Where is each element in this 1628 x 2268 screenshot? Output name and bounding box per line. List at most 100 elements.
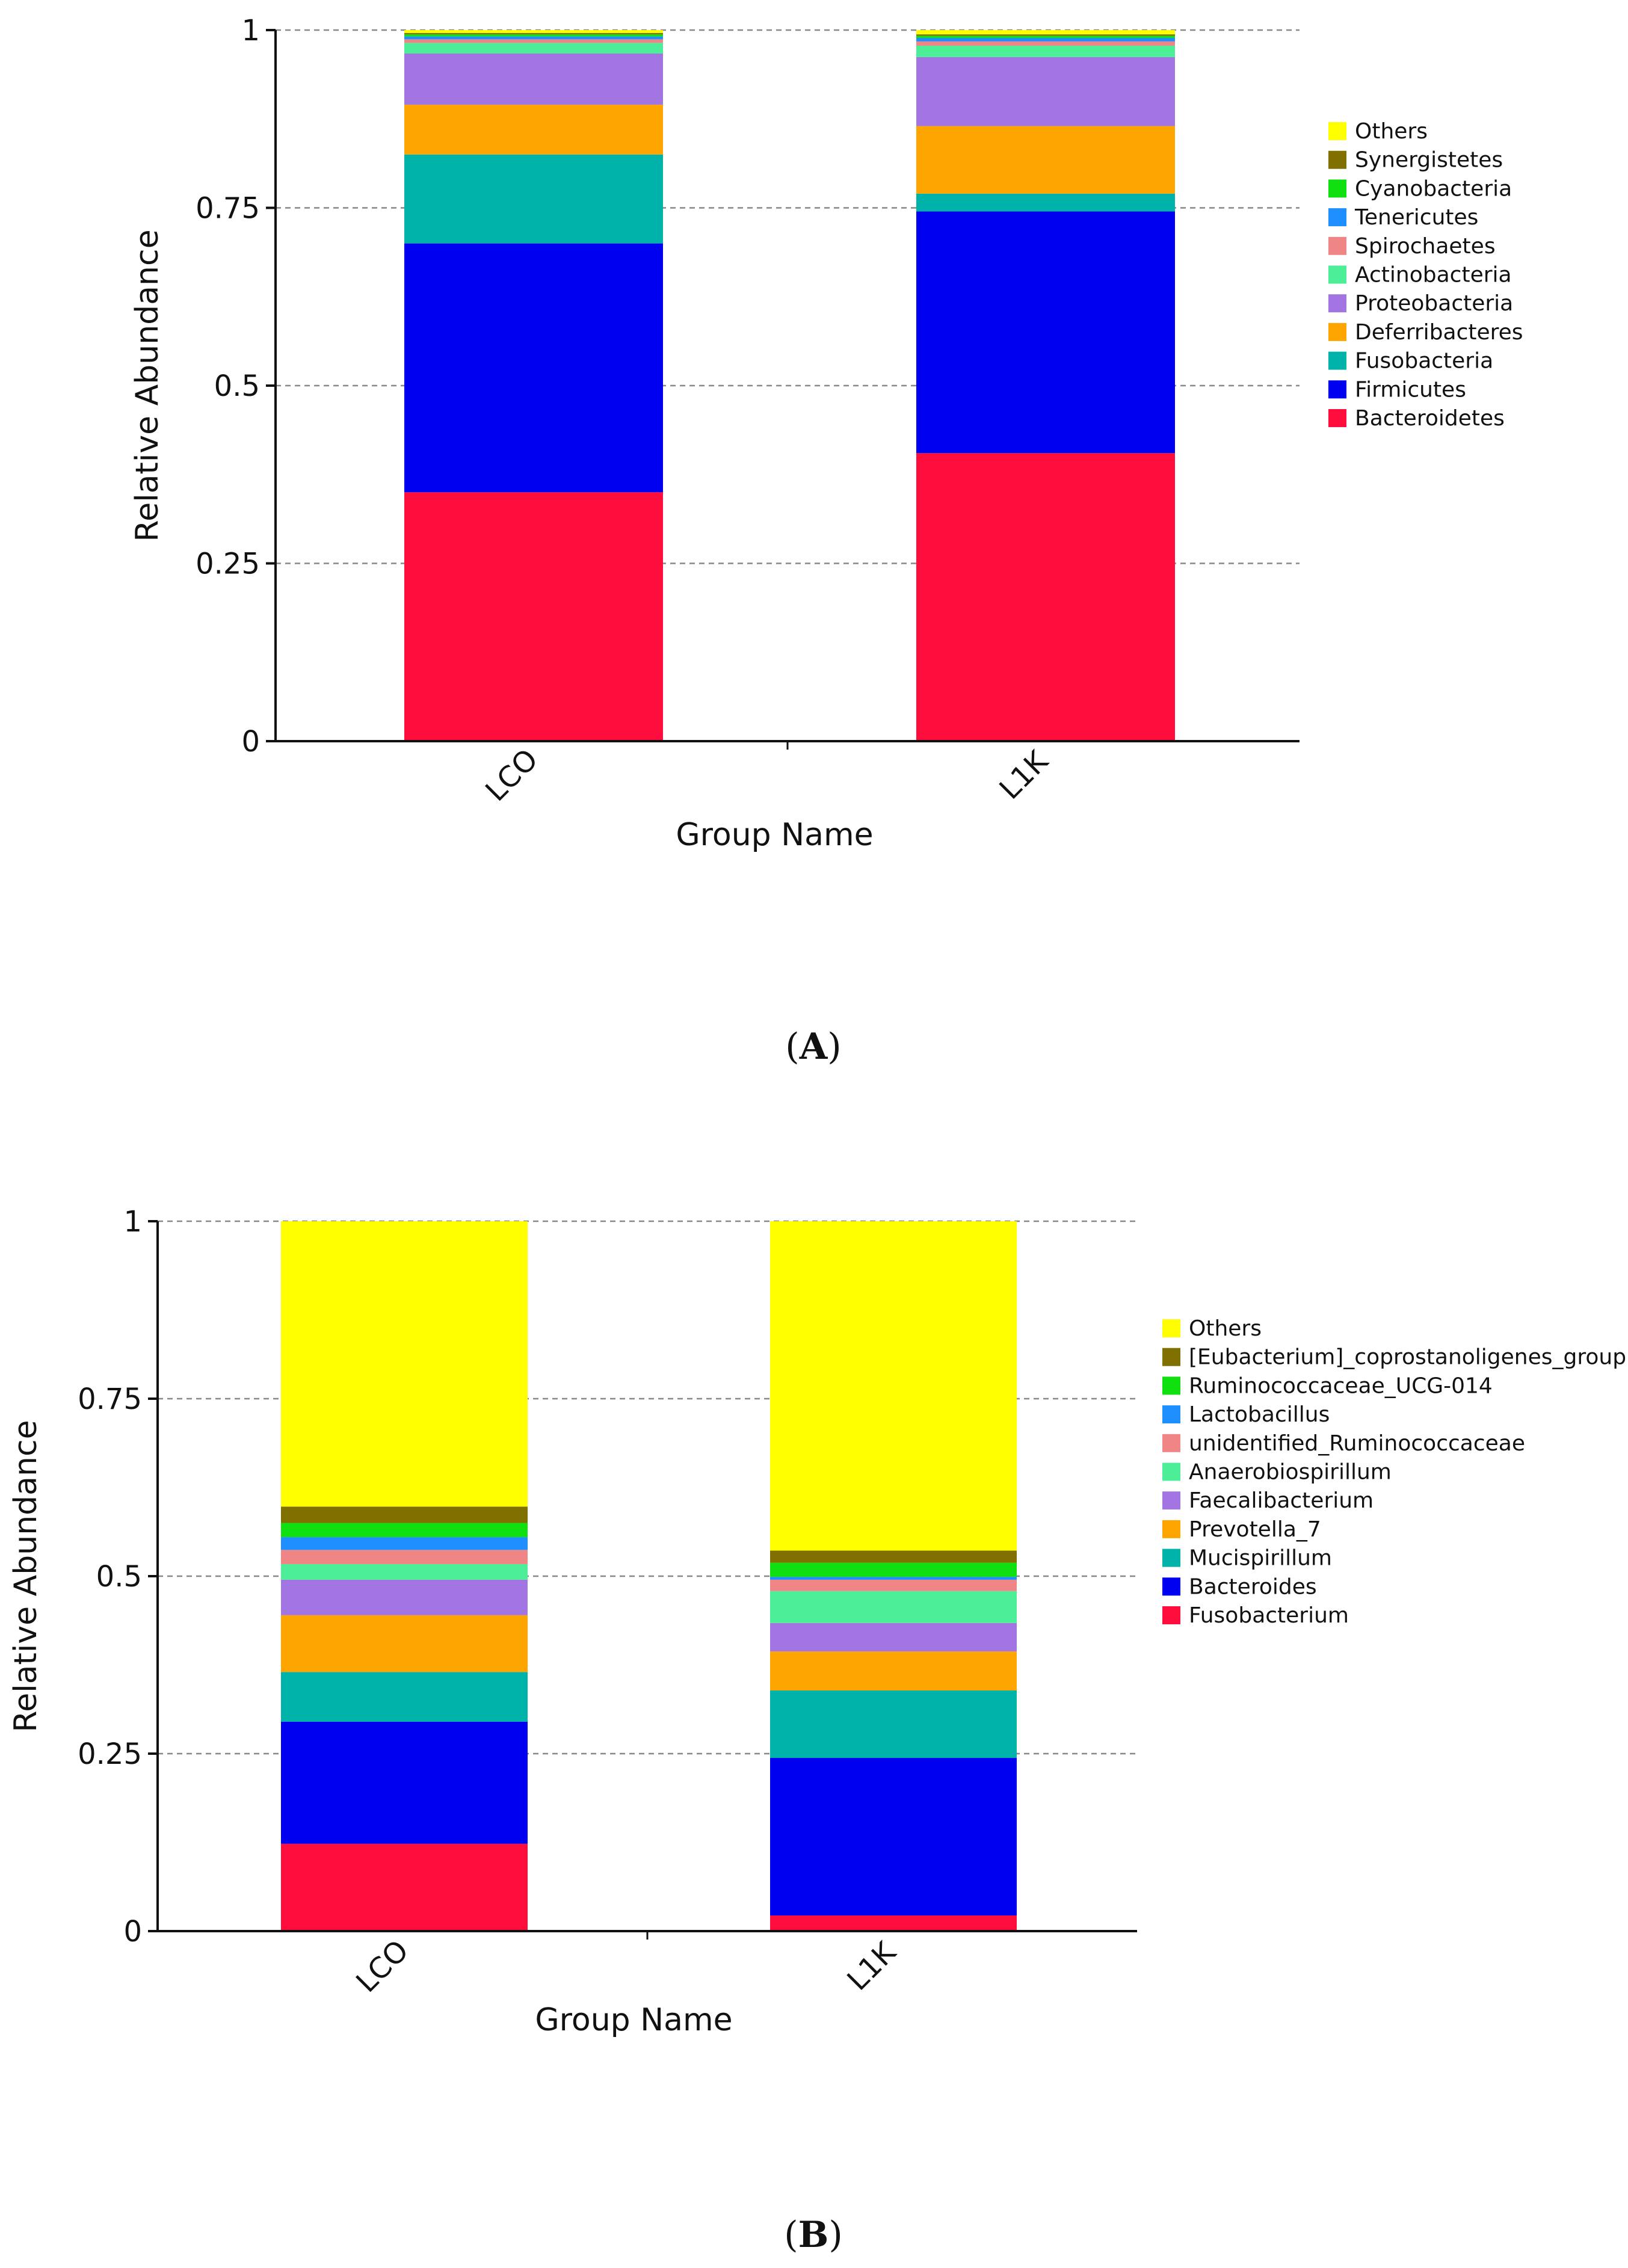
x-tick-label: L1K <box>993 744 1055 806</box>
legend-label: Faecalibacterium <box>1189 1488 1374 1513</box>
bar-segment <box>770 1577 1017 1580</box>
x-tick-label: L1K <box>841 1935 903 1997</box>
legend-swatch <box>1162 1319 1180 1337</box>
bar-segment <box>770 1622 1017 1652</box>
legend-label: Prevotella_7 <box>1189 1517 1321 1542</box>
bar-segment <box>916 211 1175 454</box>
legend-swatch <box>1162 1405 1180 1424</box>
legend-label: Fusobacteria <box>1355 349 1493 374</box>
y-tick-label: 0.5 <box>96 1560 142 1594</box>
legend-label: unidentified_Ruminococcaceae <box>1189 1431 1525 1456</box>
bar-segment <box>404 39 663 43</box>
legend-swatch <box>1328 179 1346 198</box>
legend-label: Proteobacteria <box>1355 291 1513 316</box>
legend-swatch <box>1328 294 1346 313</box>
bar-segment <box>770 1758 1017 1916</box>
legend-label: Others <box>1355 119 1428 144</box>
bar-segment <box>916 57 1175 126</box>
bar-segment <box>770 1690 1017 1758</box>
x-axis-title: Group Name <box>535 2002 732 2038</box>
bar-segment <box>916 126 1175 194</box>
bar-segment <box>281 1672 528 1722</box>
y-tick-label: 0 <box>241 725 260 759</box>
bar-segment <box>281 1564 528 1580</box>
bar-segment <box>404 32 663 35</box>
bar-segment <box>281 1615 528 1672</box>
y-tick-label: 0.5 <box>214 369 260 403</box>
legend-swatch <box>1162 1434 1180 1452</box>
panel-a-label: (A) <box>785 1026 841 1068</box>
legend-label: Firmicutes <box>1355 377 1466 402</box>
panel-b-label: (B) <box>784 2214 843 2256</box>
y-tick-label: 0.75 <box>196 192 260 226</box>
legend-label: [Eubacterium]_coprostanoligenes_group <box>1189 1345 1626 1370</box>
x-tick-label: LCO <box>479 742 544 808</box>
legend-swatch <box>1328 236 1346 255</box>
bar-segment <box>404 43 663 54</box>
legend-swatch <box>1162 1520 1180 1538</box>
legend-label: Anaerobiospirillum <box>1189 1460 1392 1485</box>
bar-segment <box>281 1537 528 1550</box>
y-tick-label: 0.25 <box>196 547 260 581</box>
bar-segment <box>770 1579 1017 1591</box>
y-tick-label: 1 <box>241 14 260 48</box>
panel-b-chart: 0 0.25 0.5 0.75 1 LCO L1K Group Name Relative Ab… <box>8 1205 1626 2038</box>
legend-label: Mucispirillum <box>1189 1546 1332 1571</box>
bar-segment <box>916 34 1175 36</box>
bar-segment <box>770 1221 1017 1551</box>
legend-swatch <box>1328 322 1346 341</box>
bar-segment <box>281 1550 528 1564</box>
legend-swatch <box>1162 1376 1180 1395</box>
bar-segment <box>916 30 1175 35</box>
bar-segment <box>404 54 663 105</box>
panel-a-letter: A <box>799 1026 828 1068</box>
bar-segment <box>770 1591 1017 1623</box>
legend-label: Synergistetes <box>1355 148 1503 173</box>
y-tick-label: 0.25 <box>78 1737 142 1771</box>
y-axis-title: Relative Abundance <box>129 229 165 541</box>
bar-segment <box>770 1550 1017 1563</box>
x-axis-title: Group Name <box>676 817 873 853</box>
legend-label: Actinobacteria <box>1355 263 1512 288</box>
bar-segment <box>281 1843 528 1931</box>
bar-segment <box>916 193 1175 212</box>
bar-segment <box>916 35 1175 39</box>
bar-segment <box>281 1579 528 1615</box>
legend-swatch <box>1162 1577 1180 1596</box>
legend-swatch <box>1162 1491 1180 1510</box>
legend-label: Bacteroides <box>1189 1574 1317 1599</box>
legend-swatch <box>1328 208 1346 227</box>
bar-segment <box>770 1915 1017 1931</box>
bar-segment <box>404 105 663 155</box>
legend-swatch <box>1162 1462 1180 1481</box>
x-tick-label: LCO <box>350 1934 415 1999</box>
bar-segment <box>404 492 663 741</box>
legend-swatch <box>1162 1606 1180 1624</box>
legend-swatch <box>1328 351 1346 370</box>
legend-swatch <box>1328 409 1346 427</box>
bar-segment <box>916 38 1175 42</box>
panel-a-chart: 0 0.25 0.5 0.75 1 LCO L1K Group Name Relative Ab… <box>129 14 1523 853</box>
bar-segment <box>404 243 663 493</box>
legend-swatch <box>1162 1348 1180 1366</box>
legend-label: Ruminococcaceae_UCG-014 <box>1189 1373 1493 1398</box>
bar-segment <box>281 1221 528 1507</box>
bar-segment <box>404 30 663 33</box>
legend-label: Spirochaetes <box>1355 234 1496 259</box>
legend-label: Tenericutes <box>1354 205 1478 230</box>
bar-segment <box>404 34 663 37</box>
legend-swatch <box>1328 265 1346 284</box>
bar-segment <box>916 46 1175 57</box>
bar-segment <box>281 1721 528 1844</box>
bar-segment <box>916 453 1175 741</box>
legend-label: Lactobacillus <box>1189 1402 1330 1427</box>
bar-segment <box>770 1651 1017 1690</box>
y-tick-label: 1 <box>123 1205 142 1239</box>
bar-segment <box>770 1562 1017 1577</box>
panel-b-letter: B <box>798 2214 829 2256</box>
y-axis-title: Relative Abundance <box>8 1420 44 1732</box>
legend-label: Cyanobacteria <box>1355 176 1512 201</box>
legend-label: Others <box>1189 1316 1262 1341</box>
legend-label: Fusobacterium <box>1189 1603 1349 1628</box>
